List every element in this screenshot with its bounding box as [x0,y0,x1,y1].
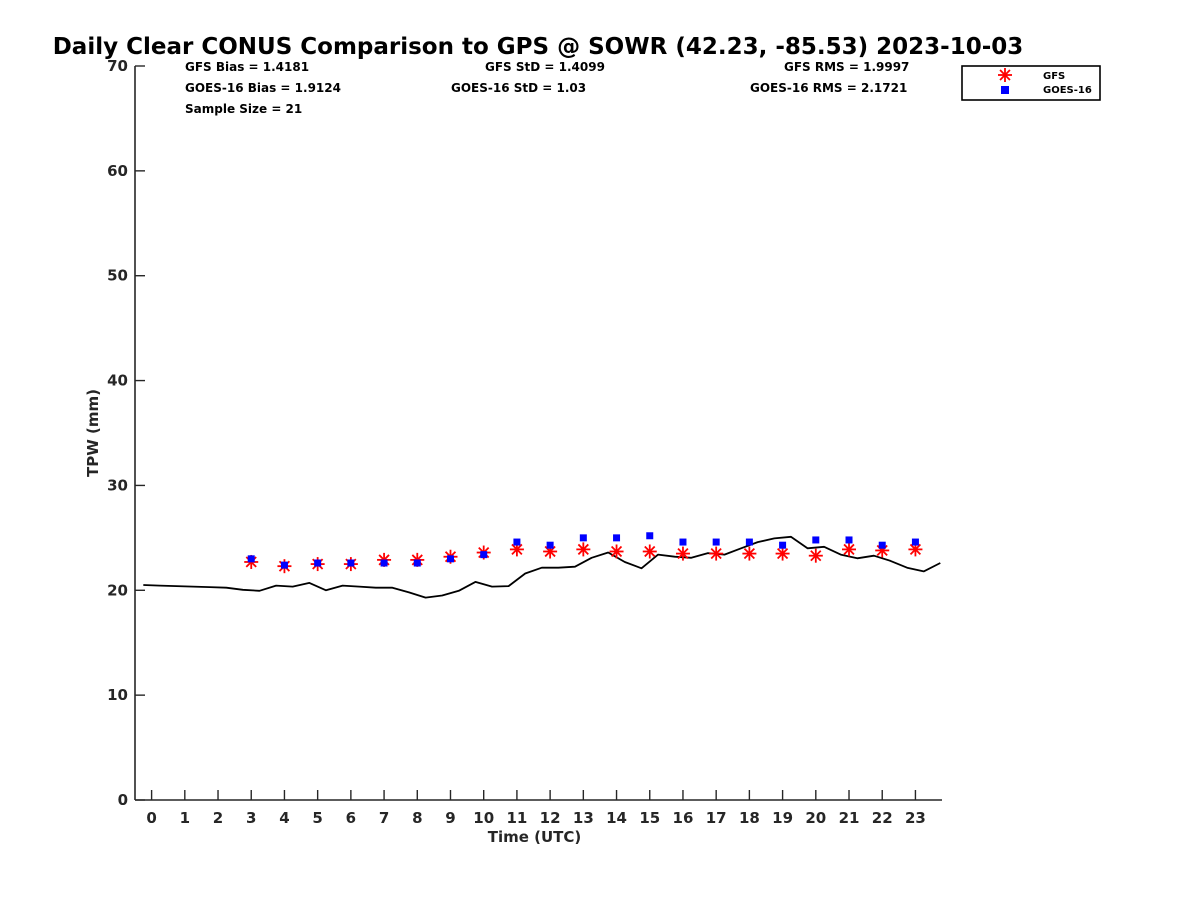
x-tick-label: 22 [872,809,893,827]
goes-point [712,538,720,546]
goes-point [513,538,521,546]
y-tick-label: 30 [107,476,128,494]
goes-point [745,538,753,546]
goes-point [380,559,388,567]
x-tick-label: 3 [246,809,256,827]
y-tick-label: 40 [107,372,128,390]
gfs-point [609,544,624,559]
x-tick-label: 2 [213,809,223,827]
x-tick-label: 21 [839,809,860,827]
goes-std-stat: GOES-16 StD = 1.03 [451,81,586,95]
goes-rms-stat: GOES-16 RMS = 2.1721 [750,81,907,95]
x-tick-label: 19 [772,809,793,827]
y-tick-label: 60 [107,162,128,180]
goes-bias-stat: GOES-16 Bias = 1.9124 [185,81,341,95]
y-tick-label: 50 [107,267,128,285]
x-tick-label: 16 [673,809,694,827]
stats-block: GFS Bias = 1.4181 GOES-16 Bias = 1.9124 … [185,60,909,116]
y-tick-label: 70 [107,57,128,75]
gfs-point [775,546,790,561]
gfs-point [742,546,757,561]
goes-point [779,541,787,549]
gfs-bias-stat: GFS Bias = 1.4181 [185,60,309,74]
legend-goes-marker [1001,86,1009,94]
x-axis-label: Time (UTC) [488,828,582,846]
goes-point [679,538,687,546]
x-tick-label: 12 [540,809,561,827]
x-tick-label: 15 [639,809,660,827]
x-tick-label: 14 [606,809,627,827]
chart-title: Daily Clear CONUS Comparison to GPS @ SO… [53,34,1024,60]
y-tick-label: 0 [118,791,128,809]
sample-size-stat: Sample Size = 21 [185,102,302,116]
x-tick-label: 6 [346,809,356,827]
goes-point [911,538,919,546]
legend: GFS GOES-16 [961,65,1101,101]
goes-point [546,541,554,549]
legend-gfs-marker [998,68,1012,82]
legend-box [961,65,1101,101]
gfs-point [675,546,690,561]
goes-point [845,536,853,544]
x-tick-label: 17 [706,809,727,827]
y-axis-label: TPW (mm) [84,389,102,477]
goes-point [347,559,355,567]
x-tick-label: 10 [473,809,494,827]
x-tick-label: 4 [279,809,289,827]
legend-gfs-asterisk [998,68,1012,82]
goes-point [646,532,654,540]
gfs-point [808,548,823,563]
goes-point [613,534,621,542]
gfs-std-stat: GFS StD = 1.4099 [485,60,605,74]
goes-point [480,551,488,559]
x-tick-label: 11 [506,809,527,827]
x-tick-label: 5 [312,809,322,827]
legend-goes-label: GOES-16 [1043,85,1092,96]
goes-point [314,559,322,567]
y-tick-label: 20 [107,581,128,599]
y-tick-label: 10 [107,686,128,704]
x-tick-label: 1 [180,809,190,827]
x-tick-label: 18 [739,809,760,827]
data-layer [143,532,941,599]
goes-point [247,555,255,563]
x-tick-label: 23 [905,809,926,827]
goes-point [812,536,820,544]
goes-point [280,561,288,569]
goes-point [413,559,421,567]
legend-gfs-label: GFS [1043,71,1065,82]
gfs-point [576,542,591,557]
goes-point [446,555,454,563]
gfs-point [842,542,857,557]
x-tick-label: 9 [445,809,455,827]
gfs-rms-stat: GFS RMS = 1.9997 [784,60,909,74]
x-tick-label: 8 [412,809,422,827]
gps-series-line [143,535,941,599]
goes-point [878,541,886,549]
gfs-point [642,544,657,559]
x-tick-label: 7 [379,809,389,827]
x-tick-label: 13 [573,809,594,827]
gfs-point [709,546,724,561]
x-tick-label: 20 [805,809,826,827]
goes-point [579,534,587,542]
x-tick-label: 0 [146,809,156,827]
